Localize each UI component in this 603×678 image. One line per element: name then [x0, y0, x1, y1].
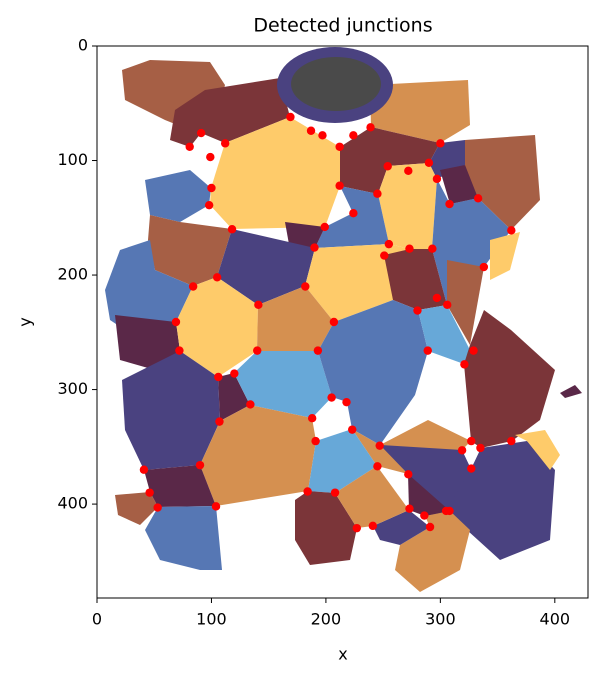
- junction-point: [153, 503, 162, 512]
- junction-point: [476, 443, 485, 453]
- junction-point: [432, 293, 442, 303]
- junction-point: [443, 300, 452, 310]
- junction-point: [423, 346, 432, 355]
- junction-point: [246, 400, 255, 409]
- x-axis-label: x: [338, 645, 347, 664]
- y-tick-label: 400: [57, 494, 88, 513]
- junction-point: [215, 417, 224, 426]
- junction-point: [342, 397, 351, 407]
- junction-point: [175, 346, 184, 355]
- junction-point: [313, 346, 323, 355]
- junction-point: [366, 123, 375, 132]
- junction-point: [479, 262, 489, 272]
- axes-frame: [96, 45, 589, 599]
- junction-point: [507, 226, 516, 235]
- junction-point: [230, 369, 239, 378]
- junction-point: [473, 194, 483, 203]
- junction-point: [214, 372, 223, 382]
- junction-point: [206, 152, 215, 162]
- junction-point: [212, 273, 222, 282]
- junction-point: [375, 441, 384, 450]
- junction-point: [320, 222, 329, 232]
- junction-point: [311, 436, 320, 446]
- y-axis-label: y: [16, 317, 35, 326]
- junction-point: [404, 166, 413, 176]
- junction-point: [413, 306, 422, 315]
- junction-point: [286, 112, 295, 122]
- junction-point: [207, 183, 216, 193]
- x-tick-label: 0: [92, 610, 102, 629]
- junction-point: [373, 189, 382, 198]
- junction-point: [445, 506, 454, 516]
- junction-point: [349, 209, 358, 218]
- junction-point: [145, 488, 154, 497]
- junction-point: [349, 131, 358, 140]
- junction-point: [335, 181, 344, 190]
- junction-point: [188, 282, 198, 291]
- junction-point: [428, 244, 437, 253]
- x-tick-label: 200: [311, 610, 342, 629]
- junction-point: [384, 239, 394, 249]
- junction-point: [467, 436, 476, 446]
- junction-point: [318, 131, 327, 140]
- junction-point: [380, 251, 389, 260]
- junction-point: [424, 158, 434, 168]
- junction-point: [383, 162, 392, 171]
- segmentation-image: [105, 47, 582, 592]
- junction-point: [368, 521, 378, 531]
- x-tick-label: 100: [196, 610, 227, 629]
- junction-point: [405, 504, 414, 513]
- junction-point: [307, 413, 317, 423]
- junction-point: [445, 199, 454, 209]
- junction-point: [211, 502, 221, 511]
- junction-point: [195, 460, 205, 470]
- junction-point: [404, 470, 413, 479]
- junction-point: [469, 346, 478, 355]
- junction-point: [420, 511, 429, 520]
- junction-point: [348, 425, 357, 434]
- junction-point: [425, 522, 435, 532]
- junction-point: [327, 393, 336, 402]
- junction-point: [301, 282, 310, 291]
- junction-point: [303, 487, 312, 496]
- junction-point: [196, 128, 206, 138]
- junction-point: [507, 436, 516, 446]
- y-tick-label: 100: [57, 150, 88, 169]
- chart-title: Detected junctions: [253, 15, 432, 37]
- junction-point: [467, 464, 476, 473]
- junction-point: [254, 300, 263, 310]
- junction-point: [171, 317, 181, 327]
- junction-point: [405, 244, 414, 253]
- junction-point: [220, 139, 230, 148]
- junction-point: [457, 446, 467, 455]
- junction-point: [432, 174, 442, 184]
- junction-point: [373, 462, 382, 471]
- y-tick-label: 0: [78, 36, 88, 55]
- junction-point: [460, 360, 469, 369]
- y-tick-label: 300: [57, 379, 88, 398]
- x-tick-label: 300: [425, 610, 456, 629]
- x-tick-label: 400: [540, 610, 571, 629]
- y-tick-label: 200: [57, 265, 88, 284]
- junction-point: [227, 225, 237, 234]
- junction-point: [253, 346, 262, 355]
- junction-point: [310, 243, 319, 252]
- junction-point: [436, 139, 445, 148]
- junction-point: [204, 200, 214, 210]
- junction-point: [335, 142, 344, 151]
- junction-point: [330, 488, 340, 497]
- junction-point: [329, 317, 339, 327]
- junction-point: [352, 523, 362, 533]
- junction-point: [306, 126, 316, 135]
- junction-point: [139, 465, 149, 474]
- junction-point: [185, 142, 194, 151]
